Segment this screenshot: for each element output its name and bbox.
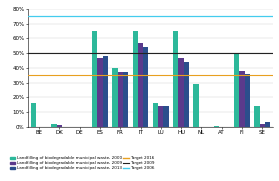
Bar — [184, 62, 189, 127]
Bar — [123, 72, 128, 127]
Bar — [97, 58, 103, 127]
Bar — [173, 31, 179, 127]
Bar — [214, 126, 219, 127]
Bar — [245, 74, 250, 127]
Bar — [57, 125, 62, 127]
Bar — [265, 122, 270, 127]
Bar — [138, 43, 143, 127]
Bar — [133, 31, 138, 127]
Bar — [143, 47, 148, 127]
Bar — [153, 103, 158, 127]
Bar — [92, 31, 97, 127]
Bar — [158, 106, 163, 127]
Bar — [193, 84, 199, 127]
Legend: Landfilling of biodegradable municipal waste, 2000, Landfilling of biodegradable: Landfilling of biodegradable municipal w… — [8, 155, 157, 172]
Bar — [254, 106, 260, 127]
Bar — [239, 71, 245, 127]
Bar — [31, 103, 37, 127]
Bar — [117, 72, 123, 127]
Bar — [163, 106, 169, 127]
Bar — [112, 68, 117, 127]
Bar — [51, 124, 57, 127]
Bar — [179, 58, 184, 127]
Bar — [234, 53, 239, 127]
Bar — [260, 124, 265, 127]
Bar — [103, 56, 108, 127]
